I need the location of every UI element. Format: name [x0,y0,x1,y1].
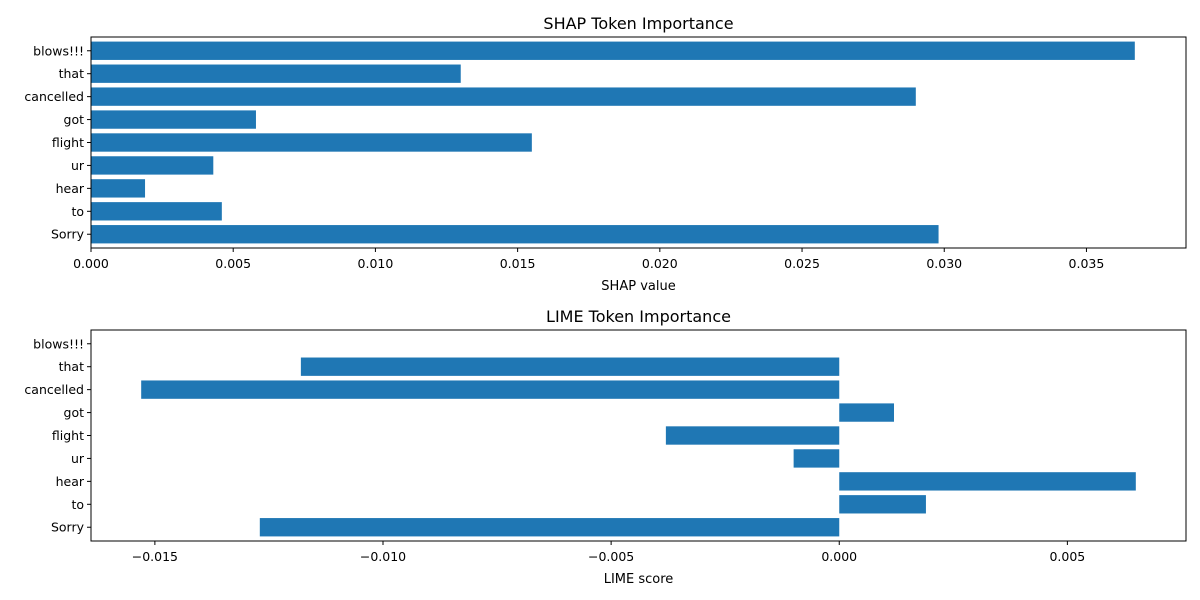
lime-chart: LIME Token Importance Sorry to hear ur flight… [24,307,1187,587]
y-tick-label: blows!!! [33,43,84,58]
y-tick-label: ur [71,451,85,466]
chart-title: LIME Token Importance [546,307,731,326]
bar-flight [665,426,840,445]
y-tick-label: got [64,405,85,420]
x-tick-label: 0.000 [821,549,857,564]
x-tick-label: −0.015 [132,549,178,564]
x-tick-label: 0.025 [784,256,820,271]
bar-to [91,202,222,221]
y-tick-label: blows!!! [33,336,84,351]
bar-that [300,357,840,376]
bar-blows [91,41,1135,60]
bar-ur [91,156,214,175]
x-tick-label: 0.015 [500,256,536,271]
y-tick-label: Sorry [51,227,85,242]
x-tick-label: 0.020 [642,256,678,271]
y-tick-label: Sorry [51,520,85,535]
y-tick-label: flight [52,428,84,443]
x-tick-label: 0.005 [215,256,251,271]
bar-flight [91,133,532,152]
x-tick-label: 0.010 [358,256,394,271]
bar-cancelled [141,380,840,399]
y-tick-label: hear [56,181,85,196]
bar-hear [839,472,1136,491]
y-tick-label: cancelled [24,382,84,397]
bar-got [839,403,894,422]
bar-ur [793,449,840,468]
chart-title: SHAP Token Importance [543,14,733,33]
bar-that [91,64,461,83]
y-tick-label: to [71,497,84,512]
x-tick-label: 0.005 [1049,549,1085,564]
x-tick-label: −0.010 [360,549,406,564]
x-axis-label: SHAP value [601,279,675,294]
x-tick-label: −0.005 [588,549,634,564]
bar-cancelled [91,87,916,106]
bar-sorry [259,518,840,537]
y-tick-label: that [59,66,84,81]
bar-hear [91,179,146,198]
x-axis-label: LIME score [604,572,674,587]
y-tick-label: flight [52,135,84,150]
y-tick-label: that [59,359,84,374]
x-tick-label: 0.030 [926,256,962,271]
y-tick-label: hear [56,474,85,489]
y-tick-label: to [71,204,84,219]
bar-sorry [91,225,939,244]
y-tick-label: got [64,112,85,127]
bar-to [839,495,926,514]
x-tick-label: 0.035 [1069,256,1105,271]
y-tick-label: ur [71,158,85,173]
x-tick-label: 0.000 [73,256,109,271]
y-tick-label: cancelled [24,89,84,104]
shap-chart: SHAP Token Importance Sorry to hear ur flight… [24,14,1187,294]
bar-got [91,110,256,129]
